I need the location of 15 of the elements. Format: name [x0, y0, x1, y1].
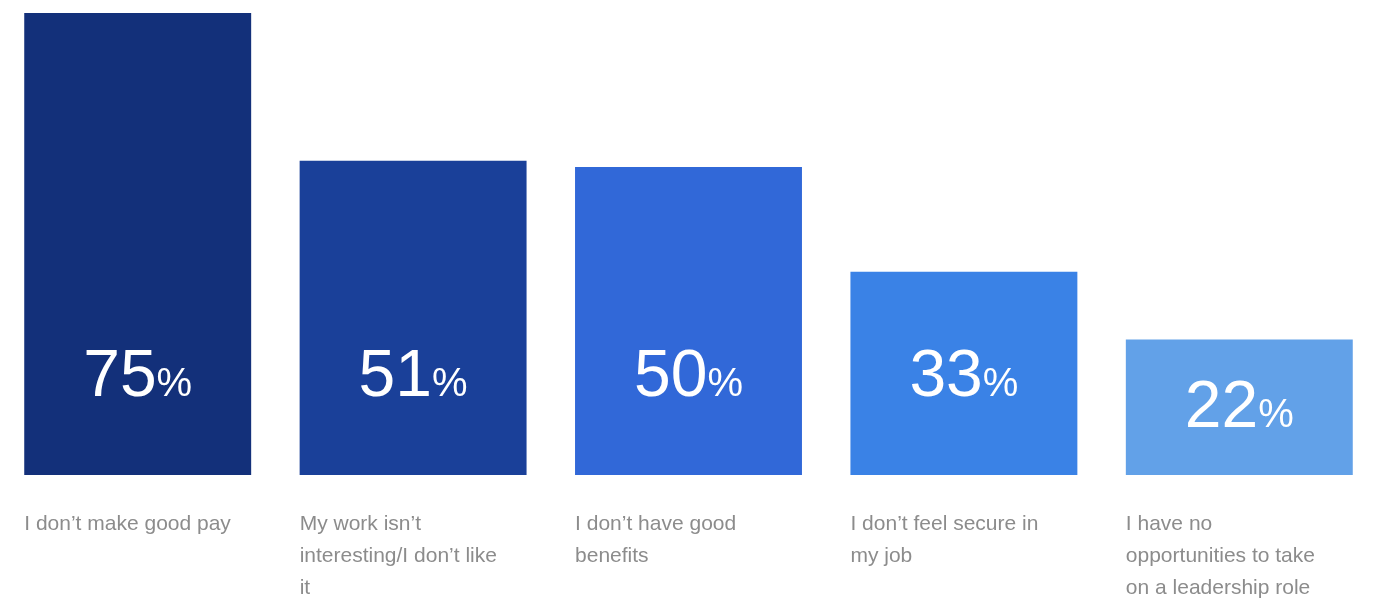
x-tick-label: My work isn’t interesting/I don’t like it	[299, 510, 497, 598]
data-label: 50%	[634, 336, 743, 410]
data-label: 33%	[909, 336, 1019, 410]
x-tick-label: I don’t have good benefits	[575, 510, 737, 566]
bar	[850, 271, 1078, 475]
bar	[299, 160, 527, 475]
data-label: 51%	[358, 336, 468, 410]
bar	[575, 167, 802, 475]
bar	[1125, 339, 1353, 475]
x-tick-label: I don’t make good pay	[24, 510, 232, 534]
bar	[24, 13, 252, 475]
data-label: 22%	[1184, 367, 1294, 442]
x-tick-label: I don’t feel secure in my job	[850, 510, 1039, 566]
data-label: 75%	[83, 336, 193, 410]
x-tick-label: I have no opportunities to take on a leadership role	[1125, 510, 1315, 598]
